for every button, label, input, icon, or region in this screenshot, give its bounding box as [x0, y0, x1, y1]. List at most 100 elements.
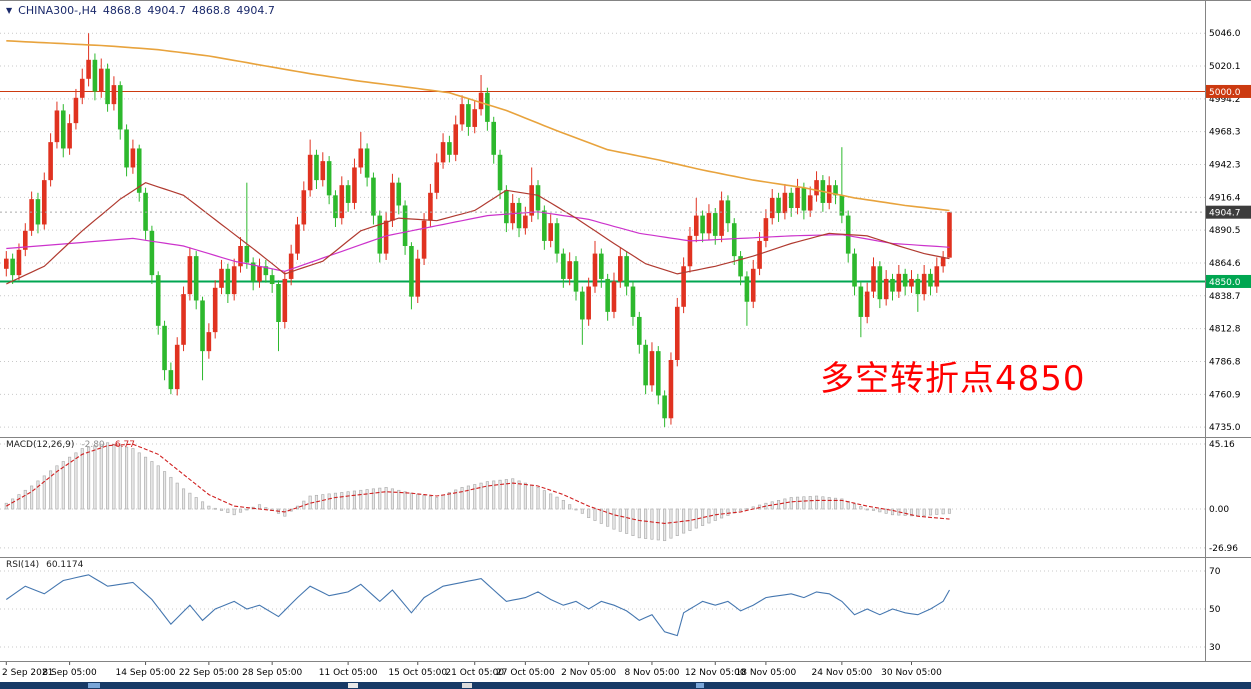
candle-body	[339, 185, 345, 219]
macd-bar	[150, 461, 154, 510]
macd-bar	[321, 494, 325, 510]
candle-body	[852, 253, 857, 287]
candle-body	[719, 200, 724, 236]
candle-body	[98, 68, 104, 92]
candle-body	[630, 286, 636, 317]
candle-body	[497, 154, 503, 191]
candle-body	[428, 192, 433, 221]
candle-body	[693, 215, 699, 236]
macd-bar	[454, 489, 458, 510]
candle-body	[29, 199, 34, 231]
macd-bar	[530, 484, 534, 510]
macd-bar	[264, 507, 268, 510]
candle-body	[415, 258, 421, 297]
macd-bar	[504, 479, 508, 510]
taskbar-item[interactable]	[462, 683, 472, 688]
candle-body	[618, 256, 623, 282]
candle-body	[643, 344, 648, 386]
macd-bar	[498, 479, 502, 510]
time-axis-label: 24 Nov 05:00	[812, 668, 873, 678]
candle-body	[409, 246, 414, 297]
candle-body	[649, 351, 655, 386]
candle-body	[333, 195, 338, 219]
candle-body	[434, 162, 440, 193]
macd-scale-label: 0.00	[1209, 505, 1229, 515]
taskbar-item[interactable]	[696, 683, 704, 688]
candle-body	[674, 306, 680, 360]
candle-body	[459, 104, 465, 125]
time-axis-label: 28 Sep 05:00	[242, 668, 302, 678]
macd-bar	[112, 443, 116, 510]
candle-body	[295, 224, 300, 254]
price-axis-label: 4916.4	[1209, 193, 1241, 203]
rsi-label: RSI(14)	[6, 560, 40, 570]
candle-body	[561, 253, 566, 279]
macd-scale-label: 45.16	[1209, 440, 1235, 450]
taskbar-item[interactable]	[88, 683, 100, 688]
candle-body	[364, 148, 370, 178]
macd-bar	[536, 487, 540, 510]
macd-bar	[181, 488, 186, 510]
time-axis-label: 11 Oct 05:00	[319, 668, 378, 678]
macd-bar	[941, 508, 945, 515]
ma-slow-line	[6, 40, 950, 212]
macd-bar	[245, 508, 249, 511]
ohlc-close: 4904.7	[236, 4, 275, 17]
macd-bar	[131, 448, 135, 510]
candle-body	[206, 332, 212, 352]
macd-bar	[17, 494, 21, 510]
price-grid: 5046.0 5020.1 4994.2 4968.3 4942.3 4916.4 4890…	[0, 29, 1241, 433]
candle-body	[4, 258, 9, 269]
price-axis-label: 4838.7	[1209, 292, 1241, 302]
candle-body	[738, 256, 743, 277]
candle-body	[624, 256, 629, 287]
macd-bar	[580, 508, 584, 514]
macd-bar	[106, 442, 110, 510]
macd-bar	[802, 496, 806, 510]
macd-bar	[327, 493, 331, 510]
candle-body	[947, 212, 952, 258]
time-axis-label: 18 Nov 05:00	[736, 668, 797, 678]
candle-body	[548, 223, 553, 241]
candle-body	[212, 287, 218, 333]
macd-bar	[466, 485, 470, 510]
candle-body	[712, 213, 718, 236]
candle-body	[130, 148, 136, 168]
price-axis-label: 4812.8	[1209, 325, 1241, 335]
macd-bar	[194, 497, 198, 510]
macd-bar	[542, 490, 546, 510]
candle-body	[510, 202, 515, 224]
taskbar-item[interactable]	[348, 683, 358, 688]
macd-bar	[283, 508, 287, 517]
macd-bar	[125, 446, 129, 510]
macd-bar	[200, 501, 205, 510]
candle-body	[371, 177, 376, 216]
rsi-scale-label: 70	[1209, 567, 1221, 577]
candle-body	[523, 215, 528, 229]
candle-body	[535, 185, 541, 211]
candle-body	[60, 110, 66, 149]
candle-body	[706, 213, 712, 234]
macd-bar	[587, 508, 591, 518]
macd-signal-line	[6, 443, 950, 524]
macd-bar	[30, 485, 34, 510]
taskbar[interactable]	[0, 682, 1251, 689]
candle-body	[86, 59, 91, 79]
candle-body	[352, 167, 357, 203]
candle-body	[599, 253, 604, 279]
candle-body	[92, 59, 98, 92]
candle-body	[453, 124, 459, 155]
candle-body	[282, 278, 288, 322]
macd-bar	[371, 488, 375, 510]
macd-bar	[384, 487, 388, 510]
candle-body	[915, 278, 921, 295]
macd-bar	[340, 492, 344, 510]
macd-bar	[61, 461, 65, 510]
candle-body	[111, 85, 117, 105]
current-price-badge-label: 4904.7	[1209, 209, 1241, 219]
macd-bar	[878, 508, 882, 513]
candle-body	[48, 142, 53, 181]
macd-grid: 45.16 0.00 -26.96	[0, 440, 1238, 554]
macd-bar	[574, 508, 578, 511]
